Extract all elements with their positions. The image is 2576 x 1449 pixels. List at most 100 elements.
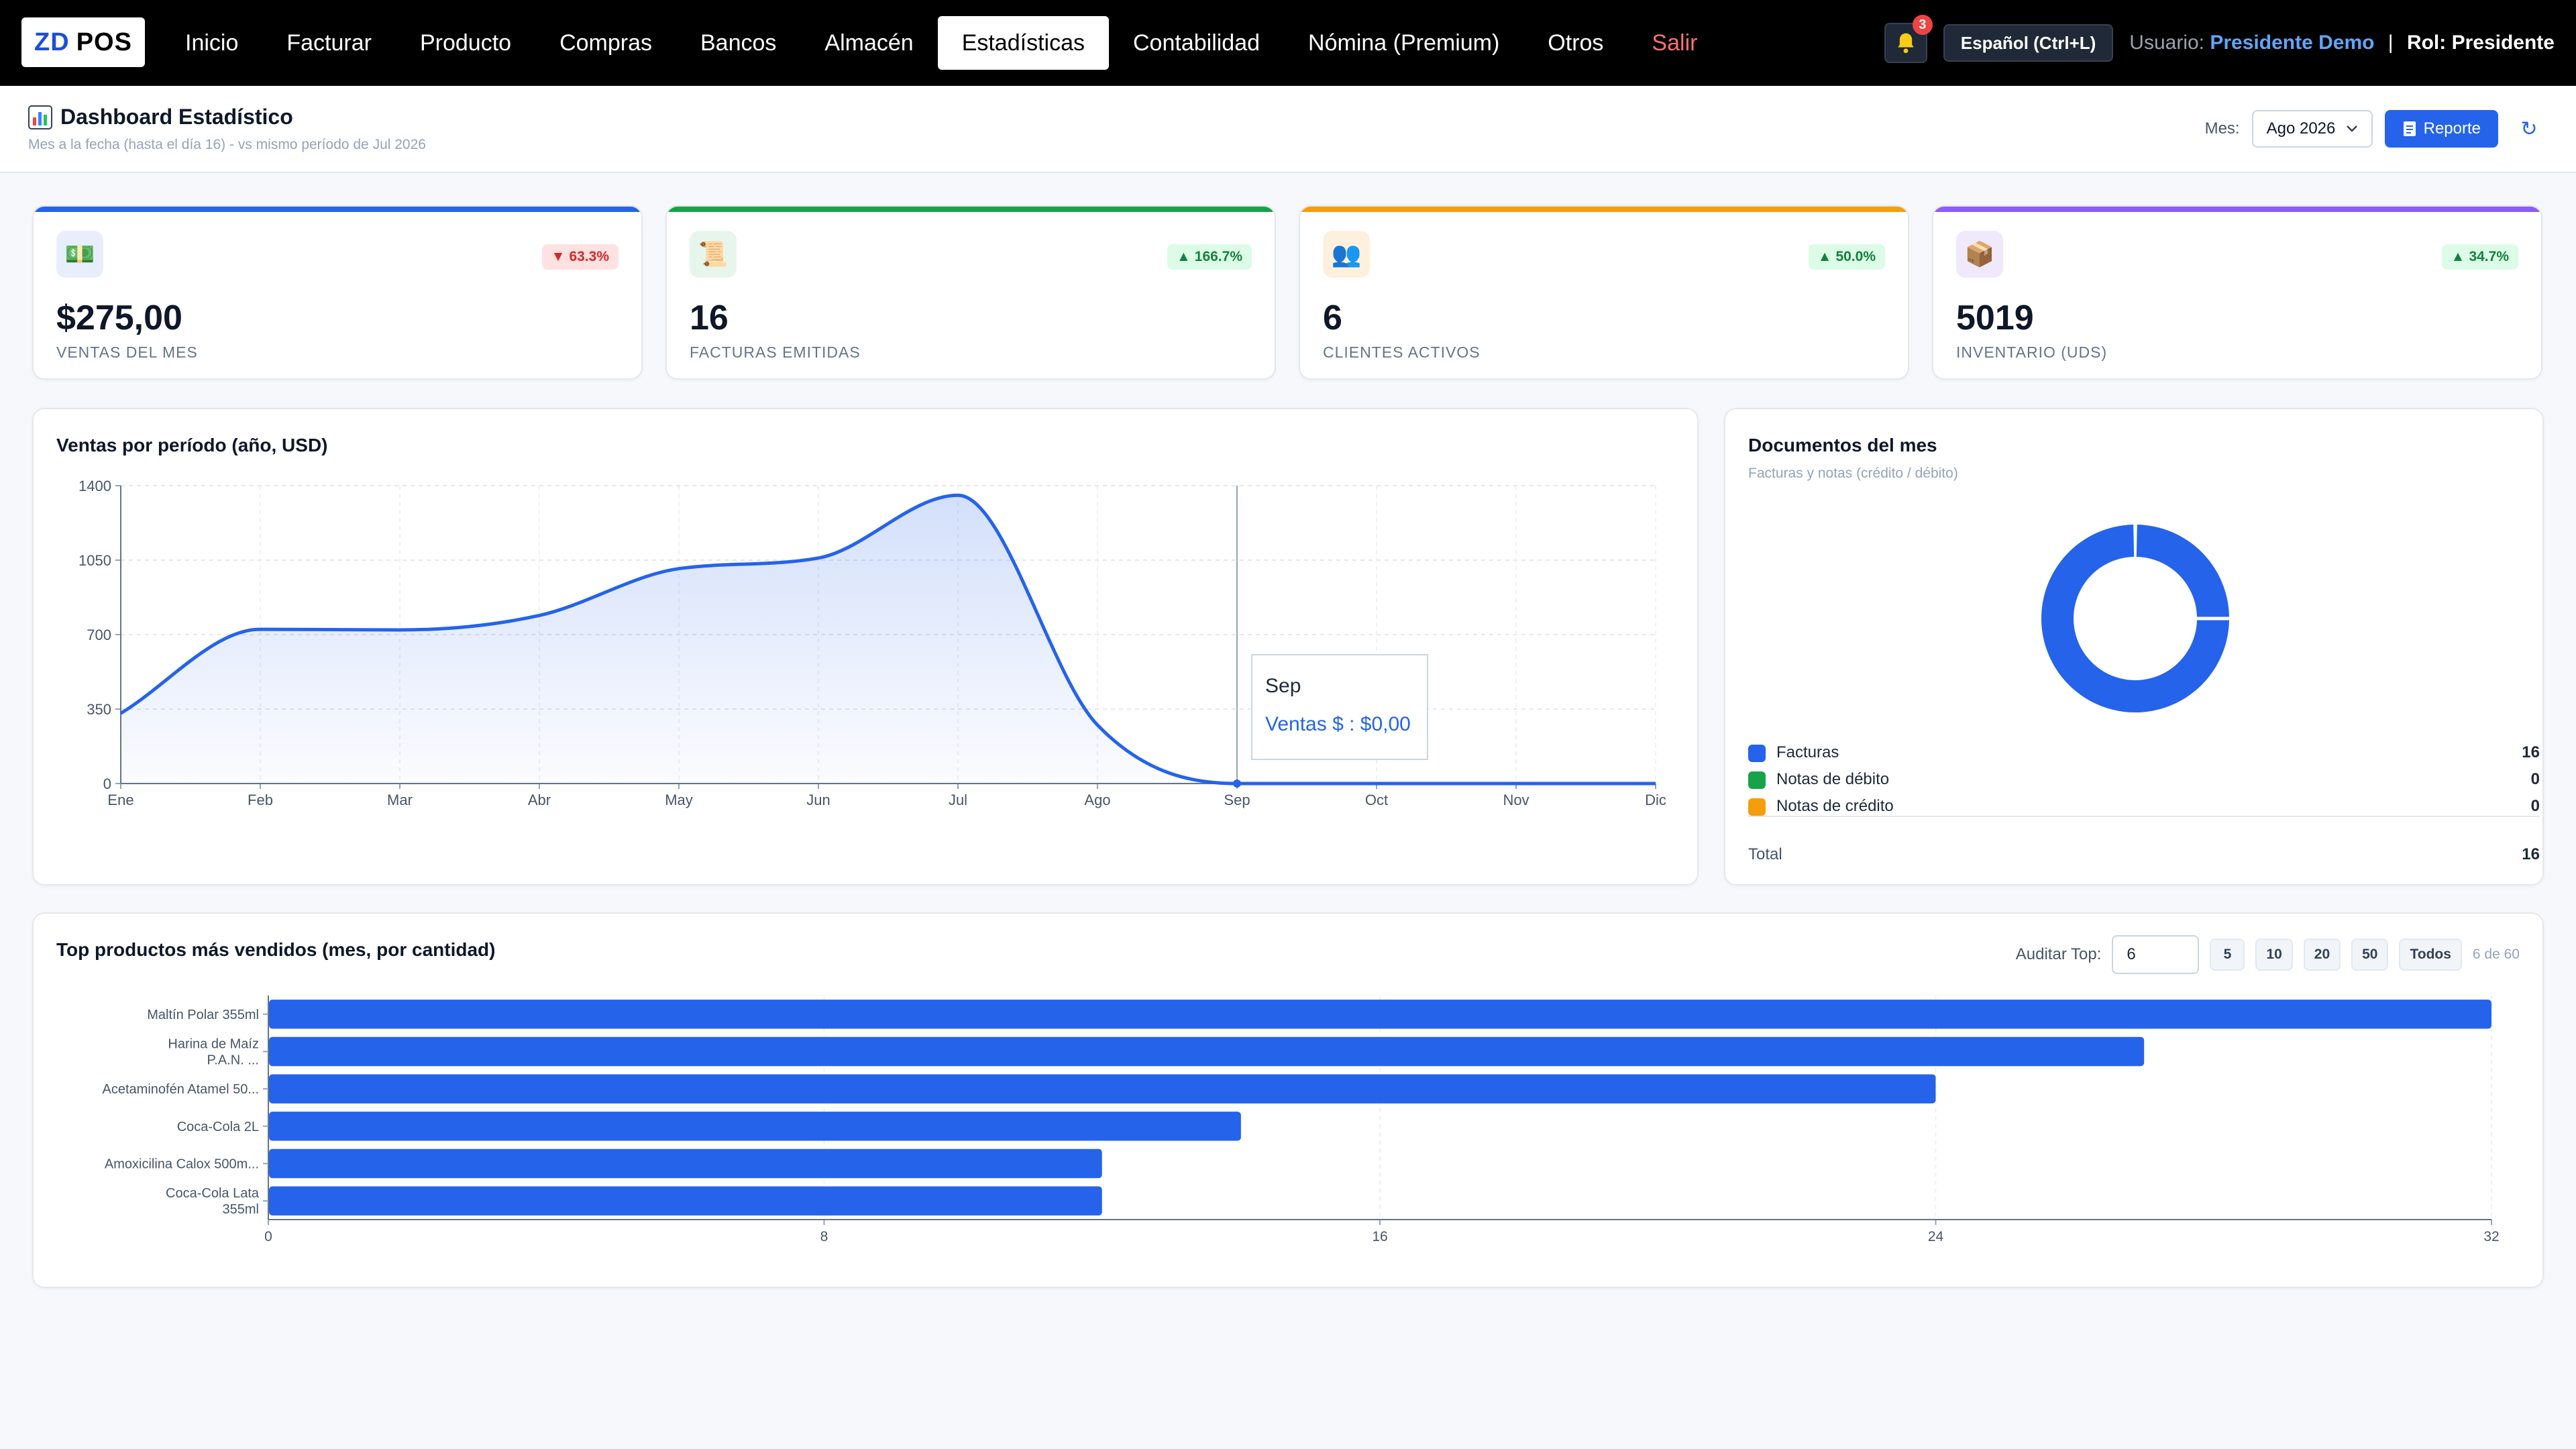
nav-item-nómina-premium[interactable]: Nómina (Premium) — [1308, 30, 1500, 56]
legend-value: 0 — [2530, 770, 2540, 788]
notifications-count-badge: 3 — [1912, 15, 1933, 35]
logo-pos: POS — [76, 28, 132, 56]
product-bar[interactable] — [269, 1036, 2145, 1067]
top-navbar: ZD POS Inicio Facturar Producto Compras Banc… — [0, 0, 2576, 86]
kpi-accent-bar — [667, 207, 1275, 212]
logo-zd: ZD — [34, 28, 70, 56]
sales-data-point[interactable] — [114, 706, 127, 720]
y-tick-label: 1050 — [78, 552, 111, 569]
sales-area-fill — [121, 495, 1656, 784]
product-bar[interactable] — [269, 1186, 1102, 1216]
product-bar[interactable] — [269, 1112, 1241, 1141]
sales-data-point[interactable] — [672, 562, 686, 576]
language-button[interactable]: Español (Ctrl+L) — [1943, 24, 2114, 62]
hover-point — [1233, 780, 1241, 788]
sales-data-point[interactable] — [533, 608, 546, 622]
scroll-icon: 📜 — [690, 231, 737, 278]
legend-item[interactable]: Notas de débito 0 — [1748, 770, 2540, 789]
tooltip-box — [1251, 654, 1428, 760]
kpi-value: 16 — [690, 299, 729, 337]
x-tick-label: 16 — [1372, 1229, 1387, 1244]
user-info: Usuario: Presidente Demo | Rol: Presiden… — [2129, 32, 2555, 54]
nav-item-contabilidad[interactable]: Contabilidad — [1133, 30, 1260, 56]
y-tick-label: 700 — [87, 627, 111, 643]
donut-slice[interactable] — [2041, 525, 2229, 712]
nav-right: 3 Español (Ctrl+L) Usuario: Presidente D… — [1884, 0, 2555, 86]
month-select[interactable]: Ago 2026 — [2251, 110, 2373, 148]
sales-data-point[interactable] — [1649, 777, 1662, 790]
top-n-button[interactable]: 10 — [2255, 938, 2293, 971]
page-header: Dashboard Estadístico Mes a la fecha (ha… — [0, 86, 2576, 173]
product-bar[interactable] — [269, 1148, 1102, 1179]
legend-item[interactable]: Facturas 16 — [1748, 743, 2540, 762]
nav-item-facturar[interactable]: Facturar — [286, 30, 372, 56]
x-tick-label: Mar — [387, 792, 413, 808]
documents-donut-chart[interactable] — [1725, 476, 2545, 771]
sales-data-point[interactable] — [393, 623, 407, 637]
legend-color-swatch — [1748, 771, 1766, 789]
kpi-label: Inventario (uds) — [1956, 343, 2108, 361]
nav-item-almacén[interactable]: Almacén — [824, 30, 914, 56]
product-label: P.A.N. ... — [207, 1053, 259, 1068]
product-bar[interactable] — [269, 1000, 2491, 1029]
product-label: Harina de Maíz — [168, 1037, 259, 1052]
month-label: Mes: — [2204, 119, 2240, 138]
legend-value: 0 — [2530, 797, 2540, 815]
product-bar[interactable] — [269, 1074, 1936, 1104]
kpi-change-value: 63.3% — [569, 249, 609, 264]
user-name[interactable]: Presidente Demo — [2210, 32, 2375, 54]
nav-item-inicio[interactable]: Inicio — [185, 30, 239, 56]
page-title: Dashboard Estadístico — [28, 105, 293, 129]
nav-item-compras[interactable]: Compras — [559, 30, 652, 56]
kpi-accent-bar — [1933, 207, 2541, 212]
sales-data-point[interactable] — [951, 488, 965, 502]
nav-item-otros[interactable]: Otros — [1548, 30, 1604, 56]
refresh-button[interactable]: ↻ — [2510, 110, 2548, 148]
header-controls: Mes: Ago 2026 Reporte ↻ — [2205, 110, 2548, 148]
top-n-button[interactable]: Todos — [2399, 938, 2462, 971]
sales-data-point[interactable] — [812, 551, 825, 565]
x-tick-label: Jun — [806, 792, 830, 808]
sales-data-point[interactable] — [1509, 777, 1523, 790]
app-logo[interactable]: ZD POS — [21, 17, 145, 67]
product-label: Coca-Cola Lata — [166, 1186, 260, 1201]
kpi-card: 💵 ▼ 63.3% $275,00 Ventas del mes — [32, 205, 643, 380]
legend-item[interactable]: Notas de crédito 0 — [1748, 797, 2540, 816]
x-tick-label: Nov — [1503, 792, 1529, 808]
sales-data-point[interactable] — [254, 623, 267, 636]
x-tick-label: Feb — [248, 792, 273, 808]
sales-line-chart[interactable]: 0 350 700 1050 1400 Ene Feb Mar Abr May Jun Jul Ago S… — [34, 409, 1700, 887]
nav-item-estadísticas[interactable]: Estadísticas — [937, 16, 1109, 70]
tooltip-month: Sep — [1265, 675, 1301, 697]
month-select-value: Ago 2026 — [2266, 119, 2336, 138]
nav-item-bancos[interactable]: Bancos — [700, 30, 777, 56]
top-products-controls: Auditar Top: 6 5 10 20 50 Todos 6 de 60 — [2016, 935, 2520, 974]
users-icon: 👥 — [1323, 231, 1370, 278]
kpi-icon-glyph: 💵 — [64, 240, 95, 268]
top-n-button[interactable]: 5 — [2210, 938, 2245, 971]
kpi-change-badge: ▲ 50.0% — [1808, 244, 1885, 270]
sales-chart-panel: Ventas por período (año, USD) 0 350 700 105… — [32, 408, 1699, 885]
x-tick-label: Ago — [1084, 792, 1110, 808]
top-products-bar-chart[interactable]: 0 8 16 24 32 Maltín Polar 355ml Harina de Maíz… — [34, 914, 2545, 1289]
sales-data-point[interactable] — [1091, 718, 1104, 732]
chart-tooltip: Sep Ventas $ : $0,00 — [1251, 654, 1428, 760]
top-n-button[interactable]: 50 — [2351, 938, 2389, 971]
nav-item-salir[interactable]: Salir — [1652, 30, 1698, 56]
sales-data-point[interactable] — [1370, 777, 1383, 790]
nav-item-producto[interactable]: Producto — [419, 30, 512, 56]
notifications-button[interactable]: 3 — [1884, 15, 1933, 63]
audit-top-input[interactable]: 6 — [2112, 935, 2200, 974]
sales-chart-title: Ventas por período (año, USD) — [56, 435, 328, 455]
top-n-button[interactable]: 20 — [2303, 938, 2341, 971]
x-tick-label: 8 — [820, 1229, 828, 1244]
report-button[interactable]: Reporte — [2384, 110, 2498, 148]
product-label: Maltín Polar 355ml — [147, 1008, 259, 1022]
x-tick-label: Ene — [107, 792, 133, 808]
top-products-panel: Top productos más vendidos (mes, por can… — [32, 912, 2544, 1288]
kpi-value: 6 — [1323, 299, 1342, 337]
x-tick-label: 0 — [264, 1229, 272, 1244]
refresh-icon: ↻ — [2520, 117, 2538, 140]
kpi-label: Clientes activos — [1323, 343, 1481, 361]
x-tick-label: Oct — [1365, 792, 1388, 808]
